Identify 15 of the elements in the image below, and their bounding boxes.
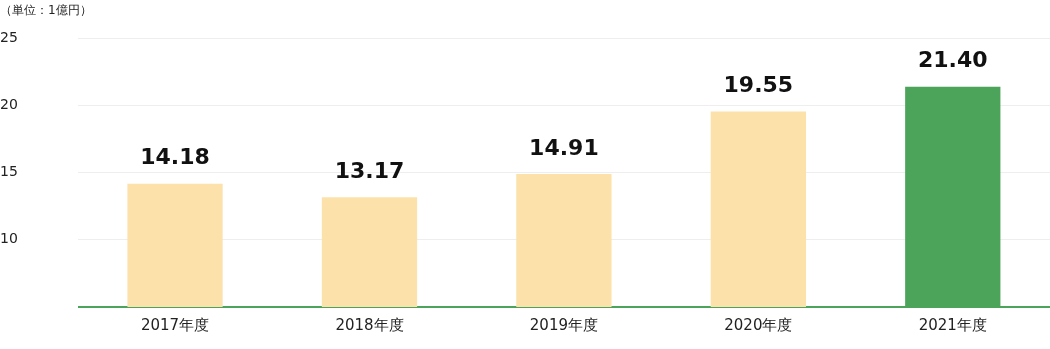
data-label: 21.40 [917,47,988,73]
data-label: 13.17 [334,158,405,183]
y-tick-label: 10 [0,230,18,247]
data-label: 14.91 [529,134,599,160]
y-tick-label: 15 [0,163,18,180]
x-tick-label: 2021年度 [918,315,987,334]
data-label: 14.18 [140,144,210,170]
y-tick-label: 20 [0,96,18,113]
x-tick-label: 2017年度 [140,315,210,334]
y-tick-label: 25 [0,29,18,46]
x-tick-label: 2019年度 [529,315,598,334]
y-axis-title: （単位：1億円） [0,2,92,19]
data-label: 19.55 [723,72,794,98]
x-tick-label: 2018年度 [335,315,404,334]
x-tick-label: 2020年度 [724,315,793,334]
